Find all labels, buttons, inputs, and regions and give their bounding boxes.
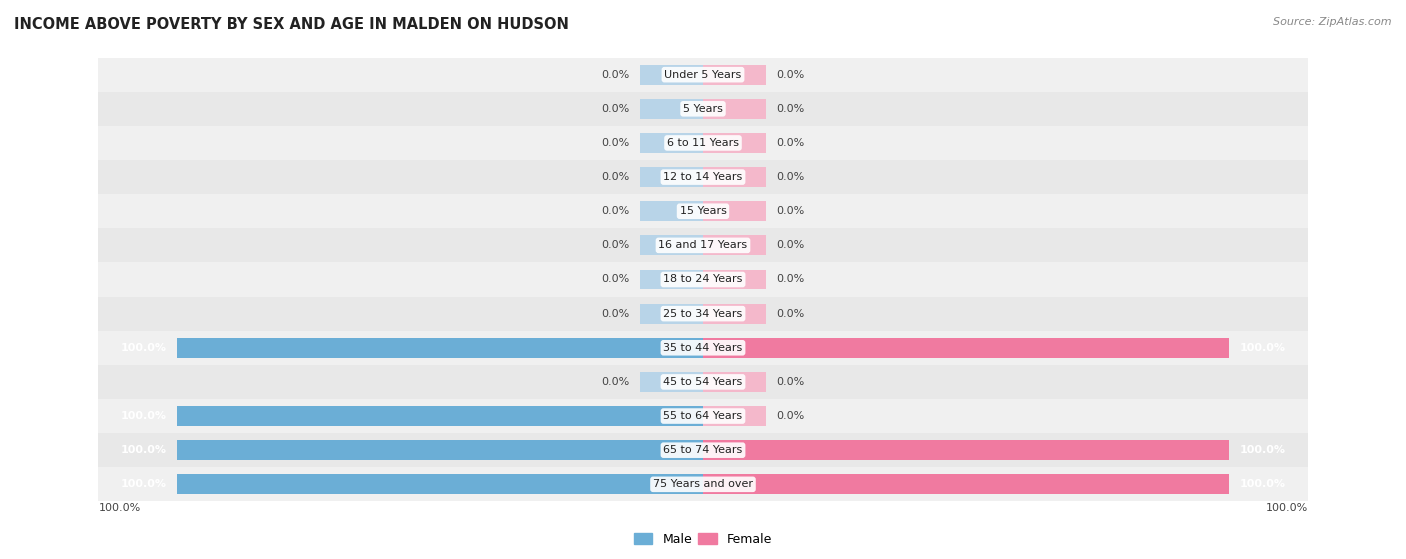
Bar	[640, 235, 703, 255]
Text: 0.0%: 0.0%	[776, 377, 804, 387]
Bar	[98, 297, 1308, 331]
Text: 0.0%: 0.0%	[776, 70, 804, 80]
Text: 0.0%: 0.0%	[776, 104, 804, 114]
Bar	[177, 406, 703, 426]
Text: 75 Years and over: 75 Years and over	[652, 479, 754, 489]
Bar	[177, 475, 703, 494]
Text: 0.0%: 0.0%	[602, 104, 630, 114]
Bar	[98, 228, 1308, 262]
Text: 100.0%: 100.0%	[121, 343, 167, 353]
Bar	[703, 338, 1229, 358]
Text: 16 and 17 Years: 16 and 17 Years	[658, 240, 748, 250]
Text: Source: ZipAtlas.com: Source: ZipAtlas.com	[1274, 17, 1392, 27]
Bar	[98, 467, 1308, 501]
Text: 0.0%: 0.0%	[602, 240, 630, 250]
Text: Under 5 Years: Under 5 Years	[665, 70, 741, 80]
Text: 0.0%: 0.0%	[776, 411, 804, 421]
Text: 0.0%: 0.0%	[602, 309, 630, 319]
Bar	[98, 262, 1308, 297]
Bar	[703, 167, 766, 187]
Text: 0.0%: 0.0%	[602, 172, 630, 182]
Bar	[640, 372, 703, 392]
Bar	[640, 167, 703, 187]
Bar	[703, 372, 766, 392]
Text: 0.0%: 0.0%	[776, 309, 804, 319]
Bar	[98, 126, 1308, 160]
Bar	[640, 201, 703, 221]
Text: 6 to 11 Years: 6 to 11 Years	[666, 138, 740, 148]
Text: 25 to 34 Years: 25 to 34 Years	[664, 309, 742, 319]
Bar	[703, 201, 766, 221]
Bar	[703, 99, 766, 119]
Text: 0.0%: 0.0%	[776, 172, 804, 182]
Text: 0.0%: 0.0%	[602, 70, 630, 80]
Text: 100.0%: 100.0%	[1239, 343, 1285, 353]
Bar	[98, 399, 1308, 433]
Bar	[98, 331, 1308, 365]
Text: 100.0%: 100.0%	[121, 445, 167, 455]
Text: 0.0%: 0.0%	[602, 206, 630, 216]
Bar	[703, 304, 766, 324]
Bar	[640, 269, 703, 290]
Bar	[98, 194, 1308, 228]
Text: 35 to 44 Years: 35 to 44 Years	[664, 343, 742, 353]
Bar	[640, 133, 703, 153]
Bar	[98, 92, 1308, 126]
Text: 15 Years: 15 Years	[679, 206, 727, 216]
Text: 0.0%: 0.0%	[776, 206, 804, 216]
Text: 100.0%: 100.0%	[98, 503, 141, 513]
Bar	[703, 269, 766, 290]
Bar	[703, 440, 1229, 460]
Bar	[703, 406, 766, 426]
Text: 65 to 74 Years: 65 to 74 Years	[664, 445, 742, 455]
Text: 0.0%: 0.0%	[776, 274, 804, 285]
Bar	[640, 99, 703, 119]
Text: INCOME ABOVE POVERTY BY SEX AND AGE IN MALDEN ON HUDSON: INCOME ABOVE POVERTY BY SEX AND AGE IN M…	[14, 17, 569, 32]
Text: 100.0%: 100.0%	[1239, 479, 1285, 489]
Bar	[177, 440, 703, 460]
Text: 100.0%: 100.0%	[121, 479, 167, 489]
Text: 45 to 54 Years: 45 to 54 Years	[664, 377, 742, 387]
Text: 0.0%: 0.0%	[602, 377, 630, 387]
Bar	[98, 160, 1308, 194]
Text: 100.0%: 100.0%	[121, 411, 167, 421]
Text: 5 Years: 5 Years	[683, 104, 723, 114]
Bar	[98, 58, 1308, 92]
Bar	[177, 338, 703, 358]
Text: 0.0%: 0.0%	[602, 274, 630, 285]
Text: 0.0%: 0.0%	[776, 240, 804, 250]
Text: 12 to 14 Years: 12 to 14 Years	[664, 172, 742, 182]
Bar	[98, 433, 1308, 467]
Bar	[703, 235, 766, 255]
Text: 0.0%: 0.0%	[776, 138, 804, 148]
Text: 100.0%: 100.0%	[1265, 503, 1308, 513]
Bar	[640, 65, 703, 84]
Bar	[640, 304, 703, 324]
Text: 18 to 24 Years: 18 to 24 Years	[664, 274, 742, 285]
Text: 55 to 64 Years: 55 to 64 Years	[664, 411, 742, 421]
Bar	[703, 475, 1229, 494]
Text: 0.0%: 0.0%	[602, 138, 630, 148]
Text: 100.0%: 100.0%	[1239, 445, 1285, 455]
Bar	[703, 133, 766, 153]
Bar	[98, 365, 1308, 399]
Legend: Male, Female: Male, Female	[628, 528, 778, 551]
Bar	[703, 65, 766, 84]
